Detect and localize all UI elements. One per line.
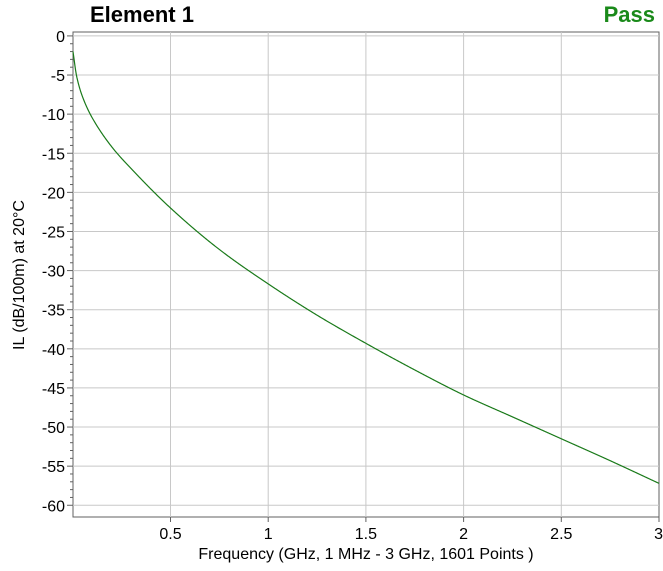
x-axis-label: Frequency (GHz, 1 MHz - 3 GHz, 1601 Poin… xyxy=(198,546,533,563)
grid xyxy=(73,32,659,517)
y-tick-label: -10 xyxy=(42,107,65,124)
y-tick-label: -35 xyxy=(42,303,65,320)
y-tick-label: -45 xyxy=(42,381,65,398)
data-point xyxy=(170,207,172,209)
y-tick-label: -20 xyxy=(42,185,65,202)
series-line xyxy=(72,51,660,484)
y-tick-label: -25 xyxy=(42,224,65,241)
x-tick-label: 1.5 xyxy=(355,526,377,543)
data-point xyxy=(82,96,84,98)
pass-status: Pass xyxy=(603,2,655,27)
data-point xyxy=(76,76,78,78)
y-tick-label: -40 xyxy=(42,342,65,359)
data-point xyxy=(609,460,611,462)
x-tick-label: 3 xyxy=(654,526,663,543)
x-tick-label: 2 xyxy=(459,526,468,543)
data-point xyxy=(463,394,465,396)
data-point xyxy=(365,342,367,344)
data-point xyxy=(267,283,269,285)
y-tick-label: 0 xyxy=(56,29,65,46)
data-point xyxy=(111,146,113,148)
data-point xyxy=(91,117,93,119)
data-point xyxy=(316,314,318,316)
y-axis: 0 -5 -10 -15 -20 -25 -30 -35 -40 -45 -50 -55 -60 xyxy=(42,29,73,515)
x-axis: 0.5 1 1.5 2 2.5 3 xyxy=(159,517,663,543)
data-point xyxy=(72,51,74,53)
y-tick-label: -50 xyxy=(42,420,65,437)
y-tick-label: -30 xyxy=(42,264,65,281)
data-point xyxy=(130,168,132,170)
data-point xyxy=(414,369,416,371)
x-tick-label: 1 xyxy=(264,526,273,543)
y-tick-label: -5 xyxy=(51,68,65,85)
data-point xyxy=(218,248,220,250)
data-point xyxy=(560,438,562,440)
y-tick-label: -15 xyxy=(42,146,65,163)
x-tick-label: 2.5 xyxy=(550,526,572,543)
x-tick-label: 0.5 xyxy=(159,526,181,543)
data-point xyxy=(658,482,660,484)
y-tick-label: -55 xyxy=(42,459,65,476)
y-axis-label: IL (dB/100m) at 20°C xyxy=(11,200,28,350)
y-tick-label: -60 xyxy=(42,498,65,515)
chart-title: Element 1 xyxy=(90,2,194,27)
data-point xyxy=(511,416,513,418)
